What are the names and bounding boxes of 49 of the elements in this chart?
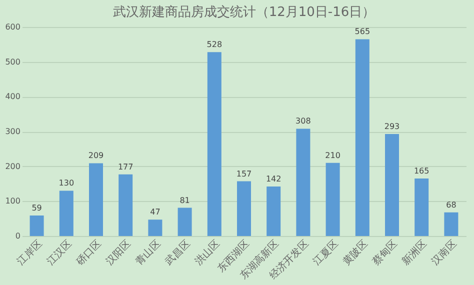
chart-title: 武汉新建商品房成交统计（12月10日-16日） bbox=[112, 4, 376, 20]
y-tick-label: 100 bbox=[5, 196, 20, 206]
bar bbox=[178, 208, 192, 236]
data-label: 130 bbox=[58, 178, 74, 188]
bar bbox=[296, 128, 310, 236]
bar bbox=[266, 186, 281, 236]
x-tick-label: 硚口区 bbox=[73, 238, 104, 268]
y-tick-label: 600 bbox=[5, 22, 20, 32]
x-tick-label: 新洲区 bbox=[400, 238, 430, 268]
bar bbox=[118, 174, 133, 236]
x-tick-label: 青山区 bbox=[133, 238, 163, 268]
y-tick-label: 300 bbox=[5, 127, 20, 136]
data-label: 68 bbox=[446, 200, 456, 210]
x-tick-label: 蔡甸区 bbox=[370, 238, 400, 268]
x-tick-label: 汉阳区 bbox=[104, 238, 134, 268]
x-tick-label: 江岸区 bbox=[14, 238, 45, 268]
data-label: 142 bbox=[266, 174, 282, 184]
data-label: 210 bbox=[325, 150, 340, 160]
data-label: 157 bbox=[236, 169, 252, 178]
data-label: 165 bbox=[414, 166, 430, 176]
bar bbox=[89, 163, 103, 236]
data-label: 59 bbox=[32, 203, 42, 212]
data-label: 47 bbox=[150, 208, 160, 217]
data-label: 293 bbox=[384, 122, 400, 131]
bar bbox=[207, 52, 222, 236]
bar bbox=[59, 190, 74, 236]
bar bbox=[414, 178, 429, 236]
bar bbox=[444, 212, 458, 236]
data-label: 209 bbox=[88, 151, 104, 160]
y-tick-label: 200 bbox=[5, 162, 20, 171]
x-tick-label: 汉南区 bbox=[429, 238, 459, 268]
x-tick-label: 黄陂区 bbox=[340, 238, 370, 268]
x-tick-label: 江夏区 bbox=[310, 238, 341, 268]
data-label: 177 bbox=[118, 162, 134, 172]
x-tick-label: 江汉区 bbox=[44, 238, 74, 268]
bar bbox=[355, 39, 370, 236]
y-tick-label: 0 bbox=[15, 232, 20, 240]
data-label: 528 bbox=[206, 40, 222, 50]
data-label: 81 bbox=[180, 196, 190, 205]
bar bbox=[30, 215, 44, 236]
bar bbox=[385, 134, 399, 236]
bar bbox=[237, 181, 251, 236]
y-tick-label: 400 bbox=[5, 92, 20, 102]
x-tick-label: 武昌区 bbox=[162, 238, 193, 268]
y-tick-label: 500 bbox=[5, 57, 20, 66]
data-label: 308 bbox=[296, 116, 311, 126]
data-label: 565 bbox=[354, 27, 370, 36]
bar bbox=[326, 162, 340, 236]
bar bbox=[148, 220, 162, 236]
